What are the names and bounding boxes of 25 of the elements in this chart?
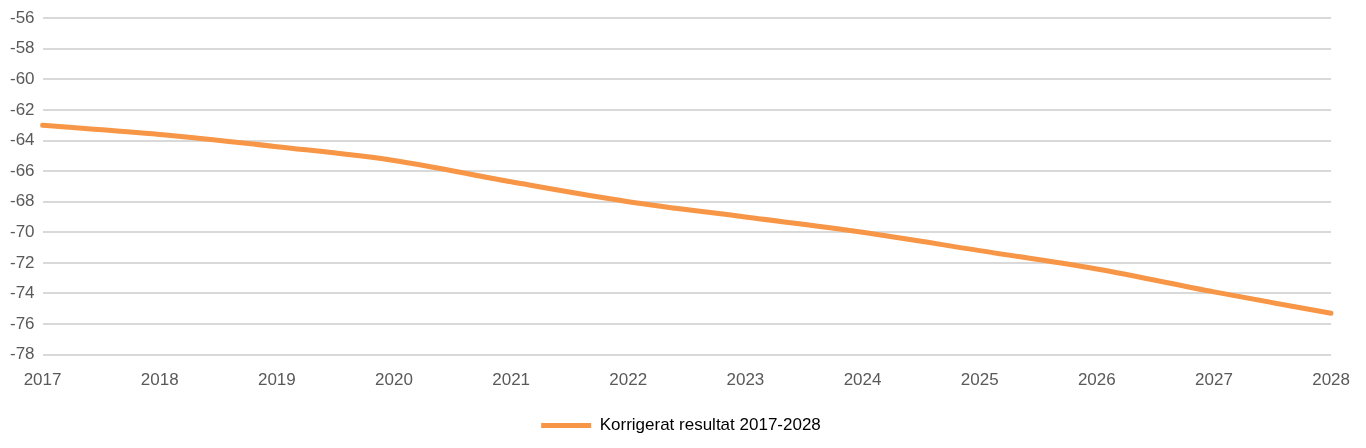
x-tick-label: 2023	[726, 370, 765, 390]
x-tick-label: 2020	[375, 370, 413, 390]
x-tick-label: 2028	[1312, 370, 1350, 390]
x-tick-label: 2027	[1195, 370, 1233, 390]
y-tick-label: -56	[9, 7, 35, 27]
y-tick-label: -70	[9, 221, 35, 241]
y-tick-label: -64	[9, 130, 35, 150]
y-tick-label: -76	[9, 313, 35, 333]
x-tick-label: 2026	[1077, 370, 1116, 390]
y-tick-label: -66	[9, 160, 35, 180]
x-tick-label: 2025	[960, 370, 999, 390]
x-tick-label: 2021	[492, 370, 531, 390]
x-tick-label: 2019	[257, 370, 296, 390]
y-tick-label: -58	[9, 38, 35, 58]
y-tick-label: -74	[9, 283, 35, 303]
legend-label: Korrigerat resultat 2017-2028	[599, 415, 821, 435]
y-tick-label: -60	[9, 69, 35, 89]
y-tick-label: -62	[9, 99, 35, 119]
x-tick-label: 2022	[609, 370, 648, 390]
y-tick-label: -68	[9, 191, 35, 211]
x-tick-label: 2024	[843, 370, 882, 390]
y-tick-label: -72	[9, 252, 35, 272]
x-tick-label: 2017	[23, 370, 62, 390]
y-tick-label: -78	[9, 344, 35, 364]
x-tick-label: 2018	[140, 370, 179, 390]
